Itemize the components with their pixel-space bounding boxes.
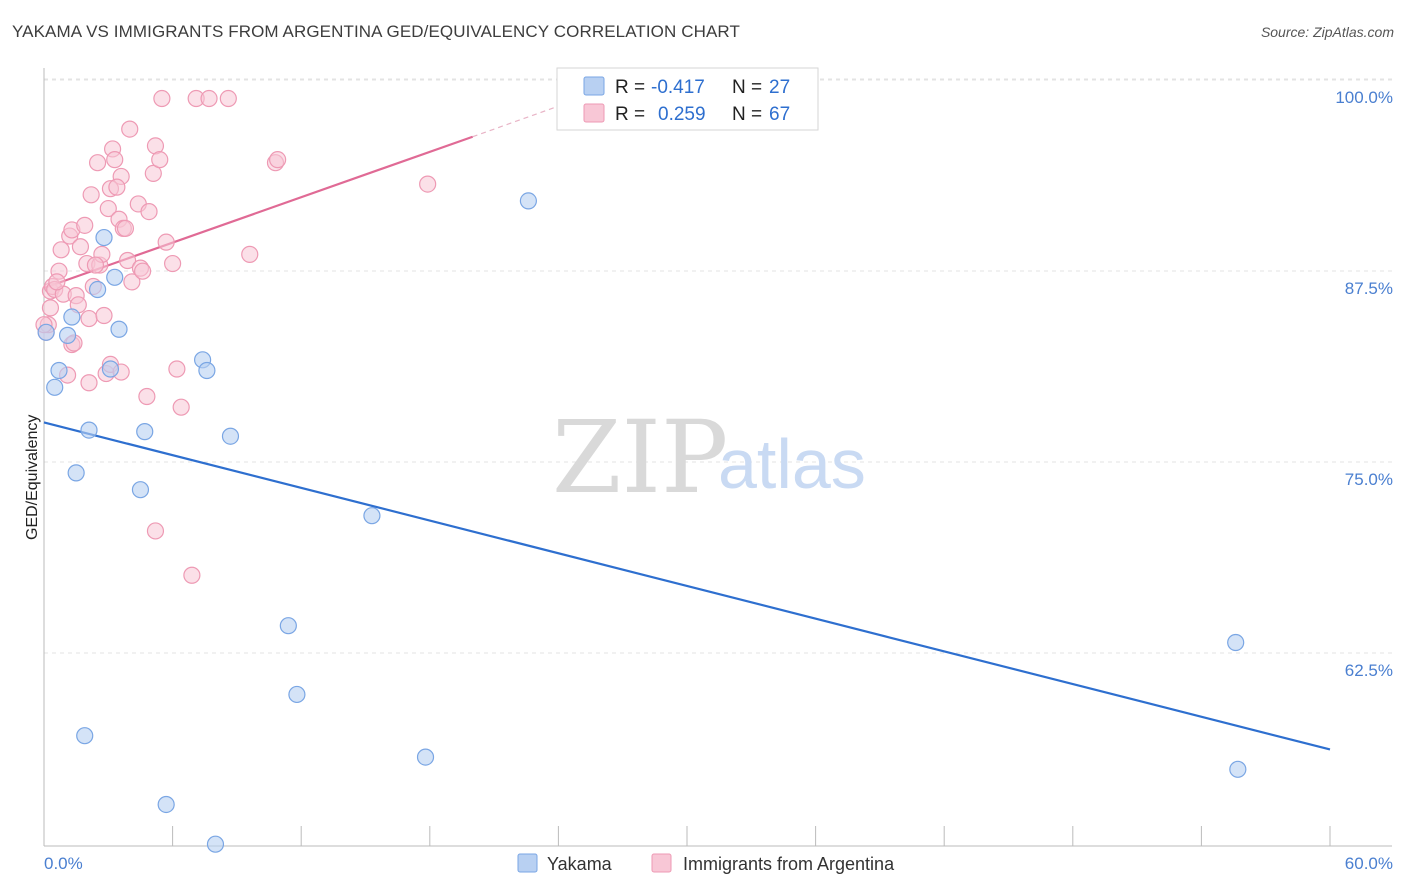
point-yakama-11 — [106, 268, 124, 286]
axes — [43, 68, 1392, 847]
point-argentina-58 — [269, 151, 287, 169]
point-argentina-50 — [164, 254, 182, 273]
point-argentina-48 — [151, 151, 169, 169]
gridlines — [44, 78, 1392, 654]
blue-points — [37, 192, 1247, 853]
point-argentina-63 — [108, 178, 126, 196]
point-argentina-20 — [80, 374, 98, 392]
y-axis-label: GED/Equivalency — [24, 415, 41, 540]
stats-legend: R = -0.417 N = 27 R = 0.259 N = 67 — [556, 67, 819, 131]
point-argentina-54 — [183, 566, 201, 584]
point-yakama-3 — [58, 326, 77, 344]
bottom-legend-label-yakama: Yakama — [547, 854, 613, 874]
point-argentina-47 — [146, 522, 165, 540]
point-yakama-18 — [206, 835, 225, 853]
point-argentina-37 — [118, 251, 137, 270]
y-tick-label-2: 75.0% — [1345, 470, 1393, 489]
point-yakama-17 — [198, 361, 216, 380]
point-yakama-7 — [80, 421, 98, 439]
y-tick-label-0: 100.0% — [1335, 88, 1393, 107]
legend-r-value-blue: -0.417 — [651, 77, 705, 98]
legend-swatch-blue — [583, 76, 605, 96]
point-argentina-52 — [172, 398, 190, 416]
point-yakama-2 — [50, 361, 68, 380]
legend-swatch-pink — [583, 103, 605, 123]
point-argentina-62 — [86, 256, 105, 274]
point-yakama-22 — [363, 507, 381, 525]
point-yakama-15 — [157, 795, 175, 814]
x-tick-label-1: 60.0% — [1345, 854, 1393, 873]
point-argentina-32 — [106, 151, 124, 169]
point-argentina-17 — [76, 216, 94, 234]
point-yakama-9 — [95, 228, 113, 247]
point-argentina-65 — [200, 89, 218, 108]
trend-line-argentina — [43, 135, 474, 290]
point-argentina-16 — [71, 238, 90, 256]
point-yakama-14 — [136, 423, 154, 441]
point-argentina-21 — [82, 186, 100, 204]
point-argentina-23 — [88, 154, 107, 172]
point-yakama-1 — [46, 378, 64, 396]
point-yakama-12 — [110, 320, 128, 338]
point-argentina-28 — [99, 199, 117, 218]
point-argentina-49 — [157, 233, 175, 251]
point-argentina-39 — [123, 273, 141, 291]
point-yakama-24 — [519, 192, 537, 210]
point-yakama-8 — [88, 280, 107, 299]
watermark-atlas: atlas — [718, 425, 866, 503]
point-argentina-45 — [144, 164, 162, 182]
y-tick-label-1: 87.5% — [1345, 279, 1393, 298]
point-argentina-19 — [80, 309, 98, 328]
point-argentina-43 — [138, 387, 156, 406]
legend-r-label-pink: R = — [615, 104, 645, 125]
point-yakama-4 — [63, 308, 81, 326]
point-argentina-44 — [140, 203, 158, 221]
point-yakama-13 — [131, 481, 150, 499]
point-yakama-26 — [1229, 760, 1247, 778]
point-yakama-0 — [37, 323, 55, 341]
point-yakama-21 — [288, 685, 306, 704]
point-argentina-42 — [133, 262, 152, 280]
chart-title: YAKAMA VS IMMIGRANTS FROM ARGENTINA GED/… — [12, 22, 740, 41]
pink-points — [35, 89, 437, 584]
point-yakama-10 — [101, 360, 120, 378]
watermark-zip: ZIP — [552, 399, 728, 516]
chart-source: Source: ZipAtlas.com — [1260, 24, 1394, 40]
legend-n-value-blue: 27 — [769, 77, 790, 98]
legend-r-label-blue: R = — [615, 77, 645, 98]
point-argentina-2 — [41, 299, 60, 317]
bottom-legend-swatch-yakama — [517, 853, 538, 873]
point-argentina-38 — [121, 120, 139, 138]
point-argentina-51 — [168, 360, 186, 378]
point-argentina-56 — [241, 245, 259, 263]
series-legend: Yakama Immigrants from Argentina — [517, 853, 895, 874]
point-argentina-55 — [219, 89, 237, 108]
point-yakama-6 — [76, 727, 94, 745]
bottom-legend-swatch-argentina — [651, 853, 672, 873]
legend-n-label-blue: N = — [732, 77, 762, 98]
y-tick-label-3: 62.5% — [1345, 661, 1393, 680]
point-argentina-59 — [419, 175, 437, 193]
point-argentina-26 — [95, 306, 113, 325]
legend-n-value-pink: 67 — [769, 104, 790, 125]
point-yakama-25 — [1227, 633, 1245, 652]
legend-r-value-pink: 0.259 — [658, 104, 706, 125]
tick-labels: 100.0% 87.5% 75.0% 62.5% 0.0% 60.0% — [44, 88, 1393, 873]
trend-line-yakama — [43, 421, 1331, 751]
legend-n-label-pink: N = — [732, 104, 762, 125]
point-yakama-5 — [67, 464, 85, 482]
point-argentina-7 — [52, 241, 70, 259]
bottom-legend-label-argentina: Immigrants from Argentina — [683, 854, 895, 874]
point-argentina-61 — [48, 273, 66, 291]
x-tick-label-0: 0.0% — [44, 854, 83, 873]
point-argentina-64 — [153, 89, 171, 108]
point-yakama-19 — [221, 427, 240, 445]
point-argentina-36 — [116, 219, 135, 238]
point-yakama-20 — [279, 617, 297, 635]
point-yakama-23 — [416, 748, 435, 766]
